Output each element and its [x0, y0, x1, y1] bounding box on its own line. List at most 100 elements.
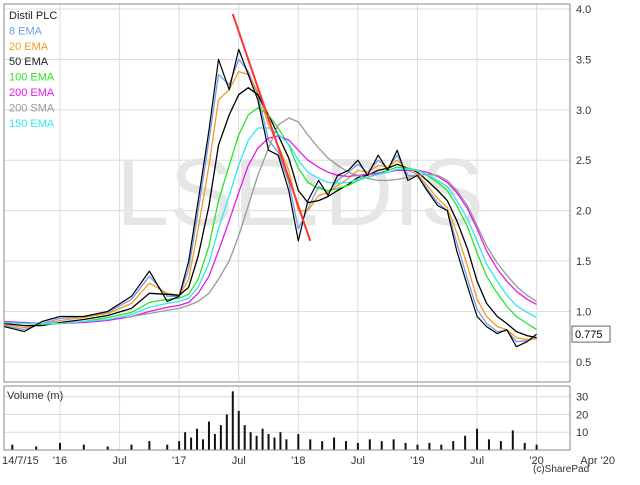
volume-bar: [464, 435, 467, 450]
date-tick-label: '16: [53, 455, 67, 467]
volume-bar: [190, 437, 193, 450]
volume-title: Volume (m): [7, 390, 63, 402]
volume-bar: [231, 391, 234, 450]
volume-bar: [309, 439, 312, 450]
plot-frames: [3, 3, 571, 451]
price-tick-label: 2.0: [576, 206, 591, 218]
volume-bar: [279, 432, 282, 450]
volume-bar: [178, 441, 181, 450]
volume-bar: [452, 441, 455, 450]
date-tick-label: Jul: [113, 455, 127, 467]
series-line-150-ema: [3, 127, 537, 325]
date-tick-label: Jul: [470, 455, 484, 467]
volume-bar: [82, 444, 85, 450]
volume-bar: [333, 437, 336, 450]
volume-bar: [285, 439, 288, 450]
volume-bar: [196, 428, 199, 450]
volume-bar: [380, 441, 383, 450]
series-line-200-sma: [125, 117, 537, 319]
date-tick-label: Apr '20: [580, 455, 615, 467]
last-price-box: [571, 325, 611, 343]
grid: [3, 4, 570, 450]
date-tick-label: Jul: [351, 455, 365, 467]
volume-bar: [148, 441, 151, 450]
series-lines: [3, 13, 537, 348]
volume-bar: [106, 446, 109, 450]
volume-bar: [35, 446, 38, 450]
last-price-label: 0.775: [575, 329, 603, 341]
volume-bar: [511, 430, 514, 450]
series-line-200-ema: [3, 135, 537, 325]
series-line-100-ema: [3, 107, 537, 331]
date-tick-label: '19: [410, 455, 424, 467]
volume-bar: [261, 428, 264, 450]
price-tick-label: 1.5: [576, 256, 591, 268]
legend-entry: 8 EMA: [9, 25, 43, 37]
date-tick-label: '18: [291, 455, 305, 467]
price-tick-label: 4.0: [576, 4, 591, 16]
legend-entry: 150 EMA: [9, 118, 55, 130]
volume-bar: [321, 441, 324, 450]
volume-bar: [249, 432, 252, 450]
price-tick-label: 2.5: [576, 155, 591, 167]
volume-bars: [11, 391, 538, 450]
price-panel-frame: [3, 3, 571, 383]
volume-bar: [476, 428, 479, 450]
series-line-20-ema: [3, 70, 537, 341]
volume-bar: [499, 441, 502, 450]
volume-bar: [59, 442, 62, 450]
volume-bar: [535, 444, 538, 450]
volume-bar: [201, 439, 204, 450]
volume-bar: [213, 434, 216, 450]
volume-bar: [487, 439, 490, 450]
volume-bar: [356, 442, 359, 450]
date-tick-label: '17: [172, 455, 186, 467]
volume-bar: [428, 442, 431, 450]
date-tick-label: 14/7/15: [2, 455, 39, 467]
volume-bar: [297, 434, 300, 450]
volume-bar: [416, 444, 419, 450]
series-line-distil-plc: [3, 48, 537, 348]
price-tick-label: 1.0: [576, 306, 591, 318]
price-tick-label: 3.0: [576, 105, 591, 117]
volume-bar: [523, 442, 526, 450]
legend-entry: 200 SMA: [9, 102, 55, 114]
date-tick-label: Jul: [232, 455, 246, 467]
legend: Distil PLC 8 EMA 20 EMA 50 EMA 100 EMA 200 EM…: [9, 10, 57, 130]
volume-bar: [392, 439, 395, 450]
volume-bar: [237, 410, 240, 450]
legend-entry: Distil PLC: [9, 10, 57, 22]
volume-tick-label: 10: [576, 427, 588, 439]
volume-bar: [440, 444, 443, 450]
legend-entry: 20 EMA: [9, 41, 49, 53]
price-tick-label: 0.5: [576, 357, 591, 369]
legend-entry: 200 EMA: [9, 87, 55, 99]
volume-bar: [273, 437, 276, 450]
volume-bar: [166, 444, 169, 450]
volume-bar: [368, 439, 371, 450]
volume-bar: [207, 421, 210, 450]
credit-label: (c)SharePad: [533, 464, 589, 475]
legend-entry: 100 EMA: [9, 72, 55, 84]
volume-bar: [184, 432, 187, 450]
volume-bar: [11, 444, 14, 450]
volume-bar: [255, 435, 258, 450]
volume-bar: [404, 442, 407, 450]
volume-tick-label: 20: [576, 409, 588, 421]
volume-bar: [130, 444, 133, 450]
volume-tick-label: 30: [576, 392, 588, 404]
legend-entry: 50 EMA: [9, 56, 49, 68]
volume-panel-frame: [3, 385, 571, 451]
volume-bar: [344, 441, 347, 450]
trendline: [231, 13, 312, 242]
volume-bar: [225, 414, 228, 450]
date-tick-label: '20: [529, 455, 543, 467]
price-tick-label: 3.5: [576, 54, 591, 66]
axis-labels: 4.0 3.5 3.0 2.5 2.0 1.5 1.0 0.5 14/7/15 '16 Jul '17…: [2, 4, 615, 467]
volume-bar: [243, 425, 246, 450]
series-line-50-ema: [3, 87, 537, 339]
volume-bar: [219, 425, 222, 450]
volume-bar: [267, 434, 270, 450]
